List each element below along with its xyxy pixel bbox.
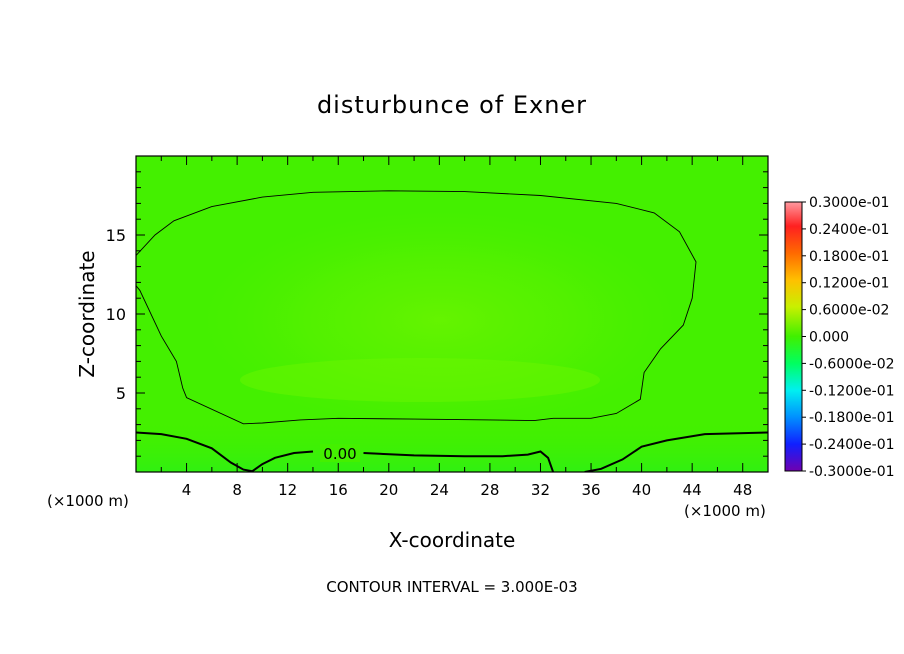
- y-tick-label: 15: [106, 226, 126, 245]
- contour-lines: [136, 190, 768, 472]
- y-axis-label: Z-coordinate: [75, 250, 99, 377]
- colorbar-label: -0.1800e-01: [809, 410, 895, 426]
- field-core-glow-lower: [240, 358, 600, 402]
- plot-area: 0.00: [136, 156, 768, 472]
- x-axis-label: X-coordinate: [389, 528, 516, 552]
- x-tick-label: 36: [581, 481, 600, 499]
- x-tick-label: 4: [182, 481, 192, 499]
- contour-zero-segment-2: [584, 431, 768, 472]
- colorbar-label: 0.3000e-01: [809, 195, 889, 211]
- colorbar-label: 0.6000e-02: [809, 303, 889, 319]
- y-tick-label: 10: [106, 305, 126, 324]
- axis-ticks: [136, 156, 768, 472]
- colorbar-label: -0.2400e-01: [809, 437, 895, 453]
- contour-label: 0.00: [323, 445, 356, 463]
- colorbar-label: -0.3000e-01: [809, 464, 895, 480]
- colorbar-label: 0.2400e-01: [809, 222, 889, 238]
- field-ground-band: [136, 420, 768, 472]
- colorbar-label: -0.6000e-02: [809, 356, 895, 372]
- contour-label-bg: [320, 444, 360, 462]
- field-core-glow: [200, 210, 680, 430]
- colorbar: 0.3000e-01 0.2400e-01 0.1800e-01 0.1200e-01…: [784, 195, 895, 480]
- contour-interval-note: CONTOUR INTERVAL = 3.000E-03: [326, 578, 577, 596]
- x-tick-label: 20: [379, 481, 398, 499]
- contour-zero-segment-1: [363, 450, 555, 472]
- x-tick-label: 48: [733, 481, 752, 499]
- colorbar-label: -0.1200e-01: [809, 383, 895, 399]
- y-tick-labels: 5 10 15: [106, 226, 126, 403]
- x-tick-label: 12: [278, 481, 297, 499]
- x-tick-label: 44: [683, 481, 702, 499]
- contour-line-0: [136, 190, 697, 425]
- colorbar-label: 0.000: [809, 330, 849, 346]
- x-tick-label: 32: [531, 481, 550, 499]
- colorbar-label: 0.1200e-01: [809, 276, 889, 292]
- colorbar-label: 0.1800e-01: [809, 249, 889, 265]
- x-tick-label: 16: [329, 481, 348, 499]
- x-tick-label: 40: [632, 481, 651, 499]
- x-tick-label: 24: [430, 481, 449, 499]
- x-tick-labels: 4 8 12 16 20 24 28 32 36 40 44 48: [182, 481, 752, 499]
- x-tick-label: 28: [480, 481, 499, 499]
- x-unit-left: (×1000 m): [47, 492, 129, 510]
- colorbar-gradient: [784, 201, 803, 472]
- x-tick-label: 8: [232, 481, 242, 499]
- chart-title: disturbunce of Exner: [317, 91, 587, 119]
- y-tick-label: 5: [116, 384, 126, 403]
- colorbar-labels: 0.3000e-01 0.2400e-01 0.1800e-01 0.1200e-01…: [802, 195, 895, 480]
- x-unit-right: (×1000 m): [684, 502, 766, 520]
- contour-zero-segment-0: [136, 431, 314, 472]
